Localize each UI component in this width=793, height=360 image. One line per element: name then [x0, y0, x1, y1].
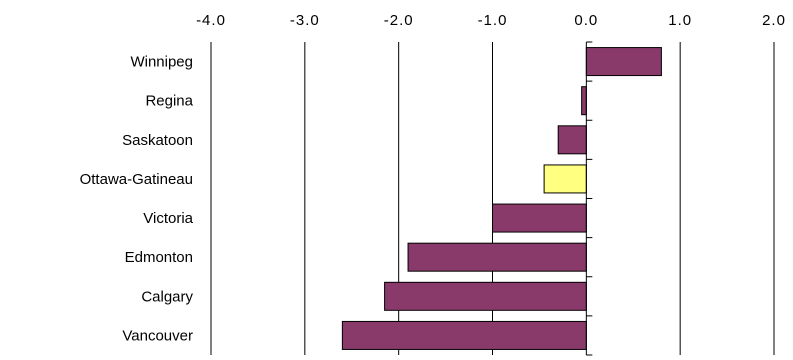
- category-label: Winnipeg: [130, 54, 193, 71]
- bar: [557, 125, 587, 155]
- bar: [492, 203, 587, 233]
- bar: [384, 281, 587, 311]
- bar: [407, 242, 587, 272]
- bar: [341, 320, 587, 350]
- x-axis-ticks: -4.0 -3.0 -2.0 -1.0 0.0 1.0 2.0: [196, 12, 786, 29]
- x-tick-label: -3.0: [290, 12, 320, 29]
- x-tick-label: -2.0: [384, 12, 414, 29]
- x-tick-label: -4.0: [196, 12, 226, 29]
- x-tick-label: 0.0: [574, 12, 598, 29]
- category-label: Calgary: [141, 288, 193, 305]
- category-label: Edmonton: [125, 249, 193, 266]
- x-tick-label: -1.0: [478, 12, 508, 29]
- category-label: Ottawa-Gatineau: [80, 171, 193, 188]
- category-label: Vancouver: [122, 327, 193, 344]
- x-tick-label: 1.0: [668, 12, 692, 29]
- bars: [341, 47, 662, 350]
- category-labels: Winnipeg Regina Saskatoon Ottawa-Gatineau Vi…: [80, 54, 194, 345]
- bar: [543, 164, 587, 194]
- category-label: Saskatoon: [122, 132, 193, 149]
- x-tick-label: 2.0: [762, 12, 786, 29]
- category-label: Regina: [145, 93, 193, 110]
- zero-axis: [585, 41, 593, 356]
- bar: [585, 47, 662, 77]
- bar: [581, 86, 587, 116]
- grid-lines: [210, 42, 775, 355]
- category-label: Victoria: [143, 210, 193, 227]
